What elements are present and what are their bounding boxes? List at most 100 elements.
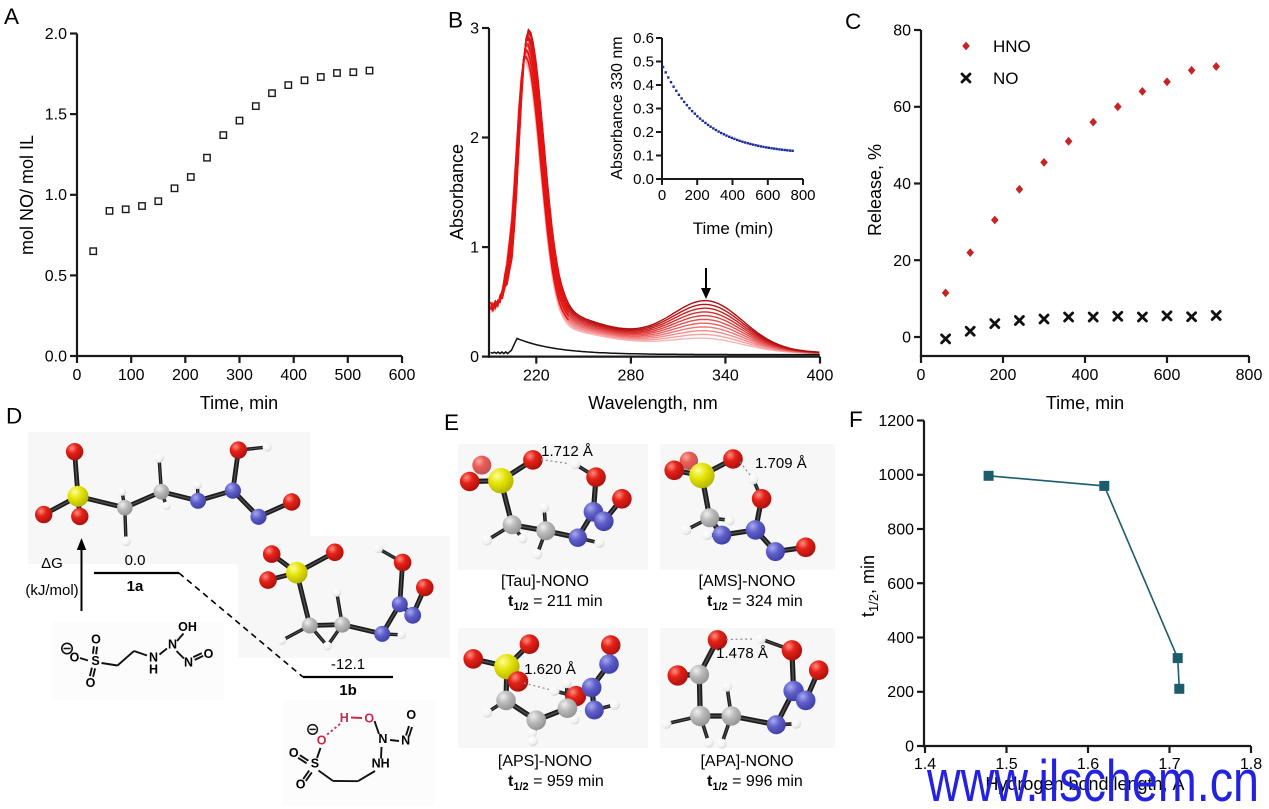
svg-text:O: O (406, 708, 416, 722)
svg-text:D: D (6, 404, 22, 429)
svg-text:1.6: 1.6 (1077, 756, 1099, 773)
svg-text:60: 60 (893, 99, 911, 116)
svg-text:Absorbance 330 nm: Absorbance 330 nm (609, 36, 626, 179)
svg-text:340: 340 (712, 368, 739, 385)
svg-text:Time, min: Time, min (200, 393, 278, 413)
svg-text:t1/2 = 324 min: t1/2 = 324 min (707, 593, 803, 613)
svg-text:2.0: 2.0 (45, 26, 67, 43)
svg-text:H: H (149, 663, 158, 677)
svg-text:200: 200 (990, 367, 1017, 384)
svg-text:3: 3 (470, 21, 479, 38)
svg-text:[Tau]-NONO: [Tau]-NONO (501, 573, 589, 590)
svg-text:1.5: 1.5 (995, 756, 1017, 773)
svg-text:N: N (168, 638, 177, 652)
svg-text:400: 400 (807, 368, 834, 385)
svg-text:220: 220 (523, 368, 550, 385)
svg-text:2: 2 (470, 130, 479, 147)
svg-text:40: 40 (893, 176, 911, 193)
svg-text:t1/2 = 959 min: t1/2 = 959 min (508, 773, 604, 793)
svg-text:Release, %: Release, % (865, 144, 885, 236)
svg-text:0: 0 (905, 739, 914, 756)
svg-text:B: B (448, 8, 463, 33)
svg-text:A: A (4, 4, 19, 29)
svg-text:S: S (311, 757, 319, 771)
svg-text:mol NO/ mol IL: mol NO/ mol IL (17, 135, 37, 255)
svg-text:800: 800 (1236, 367, 1263, 384)
svg-text:N: N (184, 656, 193, 670)
svg-text:www.ilschem.cn: www.ilschem.cn (926, 749, 1259, 809)
svg-text:0.0: 0.0 (633, 171, 654, 188)
svg-text:300: 300 (226, 367, 253, 384)
svg-text:N: N (401, 734, 410, 748)
svg-text:1: 1 (470, 240, 479, 257)
svg-text:t1/2 = 211 min: t1/2 = 211 min (508, 593, 603, 613)
svg-text:1.620 Å: 1.620 Å (524, 661, 576, 678)
svg-text:HNO: HNO (993, 37, 1031, 56)
svg-text:O: O (296, 778, 306, 792)
svg-text:0.2: 0.2 (633, 124, 654, 141)
svg-text:600: 600 (887, 576, 914, 593)
svg-text:600: 600 (1154, 367, 1181, 384)
svg-text:0: 0 (470, 349, 479, 366)
svg-text:O: O (317, 734, 327, 748)
svg-text:100: 100 (118, 367, 145, 384)
svg-text:N: N (378, 732, 387, 746)
svg-text:1.712 Å: 1.712 Å (541, 443, 593, 460)
svg-text:C: C (845, 9, 861, 34)
svg-text:0.0: 0.0 (125, 552, 146, 569)
svg-text:[APS]-NONO: [APS]-NONO (498, 753, 592, 770)
svg-text:500: 500 (334, 367, 361, 384)
svg-text:1.709 Å: 1.709 Å (755, 455, 807, 472)
svg-text:-12.1: -12.1 (331, 656, 365, 673)
svg-text:400: 400 (887, 630, 914, 647)
svg-text:1b: 1b (339, 682, 357, 699)
svg-text:200: 200 (887, 684, 914, 701)
svg-text:1.7: 1.7 (1158, 756, 1180, 773)
svg-text:600: 600 (755, 187, 780, 204)
svg-text:280: 280 (618, 368, 645, 385)
svg-text:80: 80 (893, 23, 911, 40)
svg-text:E: E (444, 410, 459, 435)
svg-text:1000: 1000 (878, 467, 914, 484)
svg-text:[APA]-NONO: [APA]-NONO (700, 753, 793, 770)
svg-text:0: 0 (73, 367, 82, 384)
svg-text:0.0: 0.0 (45, 349, 67, 366)
svg-text:O: O (364, 712, 374, 726)
svg-text:H: H (340, 711, 349, 725)
svg-text:1.4: 1.4 (914, 756, 936, 773)
svg-text:600: 600 (389, 367, 416, 384)
svg-text:O: O (91, 633, 101, 647)
svg-text:1.0: 1.0 (45, 187, 67, 204)
svg-text:O: O (70, 651, 80, 665)
svg-text:t1/2, min: t1/2, min (858, 555, 881, 617)
svg-text:[AMS]-NONO: [AMS]-NONO (699, 573, 796, 590)
svg-text:S: S (91, 654, 99, 668)
svg-text:NH: NH (372, 757, 390, 771)
svg-text:(kJ/mol): (kJ/mol) (25, 582, 78, 599)
svg-text:1.5: 1.5 (45, 107, 67, 124)
svg-text:400: 400 (720, 187, 745, 204)
svg-text:O: O (289, 746, 299, 760)
svg-text:0: 0 (658, 187, 666, 204)
svg-text:NO: NO (993, 69, 1019, 88)
svg-text:Time (min): Time (min) (693, 219, 774, 238)
svg-text:400: 400 (280, 367, 307, 384)
svg-text:0.6: 0.6 (633, 30, 654, 47)
svg-text:0.3: 0.3 (633, 101, 654, 118)
svg-text:0.5: 0.5 (633, 54, 654, 71)
svg-text:1.478 Å: 1.478 Å (716, 645, 768, 662)
svg-text:0.5: 0.5 (45, 268, 67, 285)
svg-text:0.4: 0.4 (633, 77, 654, 94)
svg-text:1a: 1a (127, 578, 144, 595)
svg-text:N: N (149, 651, 158, 665)
svg-text:OH: OH (178, 620, 197, 634)
svg-text:400: 400 (1072, 367, 1099, 384)
svg-text:Hydrogen bond length, Å: Hydrogen bond length, Å (985, 774, 1184, 794)
svg-text:800: 800 (790, 187, 815, 204)
svg-text:Wavelength, nm: Wavelength, nm (588, 393, 717, 413)
svg-text:t1/2 = 996 min: t1/2 = 996 min (707, 773, 803, 793)
svg-text:800: 800 (887, 522, 914, 539)
svg-text:200: 200 (685, 187, 710, 204)
svg-text:O: O (86, 676, 96, 690)
svg-text:0: 0 (917, 367, 926, 384)
